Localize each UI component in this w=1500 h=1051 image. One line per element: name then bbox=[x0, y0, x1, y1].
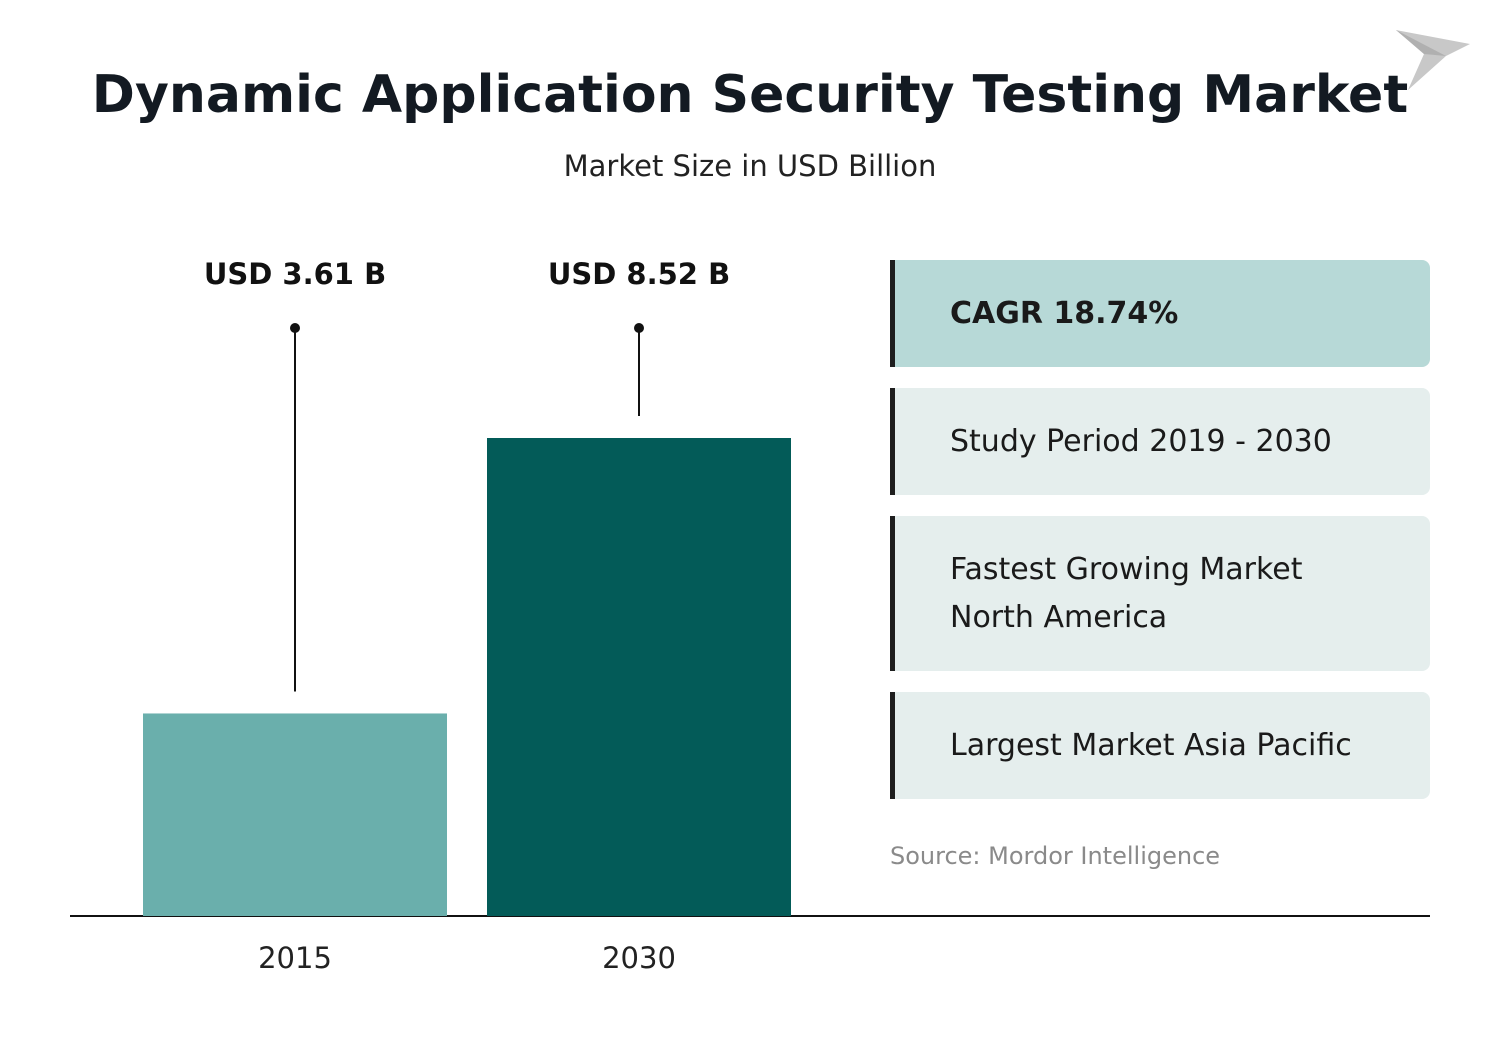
highlight-card: CAGR 18.74% bbox=[890, 260, 1430, 367]
x-tick-label: 2030 bbox=[602, 941, 676, 975]
highlight-text: Largest Market Asia Pacific bbox=[950, 727, 1352, 763]
source: Source: Mordor Intelligence bbox=[890, 842, 1221, 870]
highlight-text: Fastest Growing Market North America bbox=[950, 551, 1303, 635]
highlight-card: Fastest Growing Market North America bbox=[890, 516, 1430, 671]
x-tick-label: 2015 bbox=[258, 941, 332, 975]
chart-subtitle: Market Size in USD Billion bbox=[564, 149, 937, 183]
chart-title: Dynamic Application Security Testing Mar… bbox=[92, 65, 1408, 125]
bar bbox=[487, 438, 791, 916]
highlight-text: CAGR 18.74% bbox=[950, 295, 1179, 331]
value-label: USD 8.52 B bbox=[548, 257, 730, 291]
bar bbox=[143, 713, 447, 916]
logo bbox=[1396, 30, 1470, 90]
value-label: USD 3.61 B bbox=[204, 257, 386, 291]
highlight-card: Largest Market Asia Pacific bbox=[890, 692, 1430, 799]
highlight-card: Study Period 2019 - 2030 bbox=[890, 388, 1430, 495]
highlight-text: Study Period 2019 - 2030 bbox=[950, 423, 1332, 459]
